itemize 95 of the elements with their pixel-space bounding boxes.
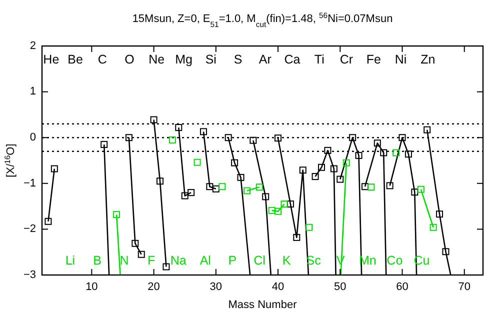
point [224,134,232,142]
annotation: Co [386,253,403,268]
annotation: K [282,253,292,268]
annotation: N [120,253,129,268]
x-tick-label: 30 [210,281,222,293]
x-tick-label: 20 [148,281,160,293]
point [200,128,207,136]
point [44,218,52,225]
y-tick-label: −3 [23,268,36,281]
y-tick-label: −2 [23,223,36,236]
point [306,224,313,231]
point [237,174,244,181]
annotation: Ne [148,52,165,66]
y-tick-label: −1 [23,177,36,190]
point [324,146,332,154]
point [349,134,356,142]
annotation: Ca [284,52,300,66]
annotation: Li [65,253,76,268]
annotation: Ar [258,52,272,66]
x-tick-label: 40 [272,281,284,293]
point [411,188,418,196]
point [374,140,381,147]
point [330,165,338,172]
point [274,208,282,215]
annotation: F [148,253,156,268]
point [243,187,250,194]
point [168,136,176,144]
point [100,140,108,148]
annotation: P [228,253,237,268]
point [280,200,288,208]
point [212,185,220,192]
point [256,184,263,191]
annotation: S [234,52,242,66]
point [436,210,444,218]
annotation: Fe [366,52,381,66]
point [268,206,276,214]
point [231,159,238,166]
point [113,211,120,218]
point [274,134,282,142]
point [175,124,182,132]
annotation: Be [68,52,83,66]
point [293,234,300,241]
annotation: Zn [420,52,436,66]
point [355,152,362,159]
point [250,136,257,144]
point [299,166,306,174]
point [380,149,388,156]
point [318,164,326,171]
x-tick-label: 60 [396,281,408,293]
point [386,182,394,190]
annotation: Al [200,253,211,268]
point [404,150,412,158]
y-tick-label: 2 [30,40,36,52]
point [424,126,431,134]
annotation: Cr [340,52,354,66]
point [181,192,188,200]
annotation: Ni [394,52,407,66]
annotation: He [43,52,60,66]
x-tick-label: 70 [458,281,470,293]
annotation: Ti [314,52,324,66]
point [150,116,158,124]
point [218,183,226,190]
chart-title: 15Msun, Z=0, E$_{51}$=1.0, M$_{cut}$(fin)=1.48, $^{56}$Ni=0.07Msun [132,10,393,28]
point [194,158,201,166]
point [50,165,58,172]
point [342,159,350,166]
point [336,176,344,183]
point [417,186,424,193]
point [206,183,214,190]
x-axis-title: Mass Number [228,299,298,311]
x-tick-label: 50 [334,281,346,293]
point [430,224,437,231]
point [368,184,375,191]
point [262,193,270,200]
point [286,200,294,208]
point [442,248,450,256]
point [132,240,139,247]
point [398,134,406,142]
annotation: O [124,52,135,66]
y-tick-label: 0 [30,132,36,144]
annotation: B [93,253,102,268]
x-tick-label: 10 [86,281,98,293]
annotation: C [98,52,107,66]
annotation: Mg [175,52,193,66]
annotation: Cl [254,253,266,268]
point [188,189,195,196]
point [138,250,145,258]
point [312,173,319,180]
annotation: Si [205,52,216,66]
point [162,263,170,270]
y-tick-label: 1 [30,86,36,98]
point [392,149,400,156]
annotation: Na [170,253,186,268]
point [156,178,164,185]
point [125,134,132,142]
